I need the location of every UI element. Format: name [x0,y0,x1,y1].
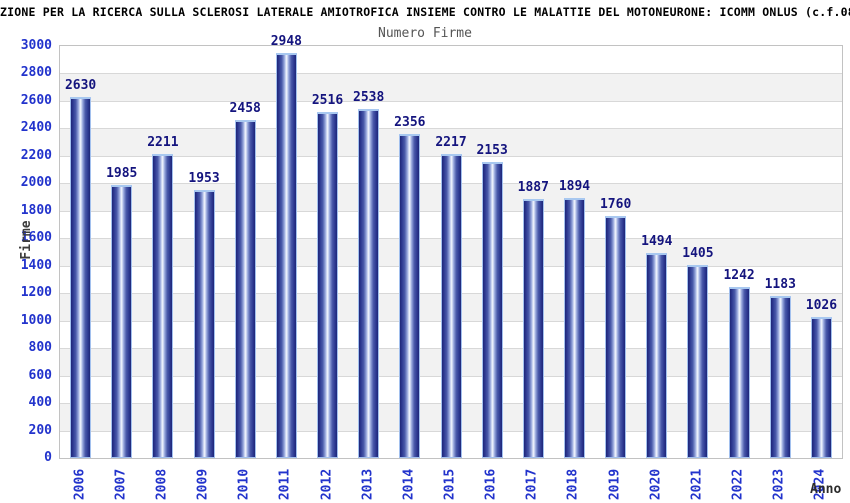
plot-area: 2630 1985 2211 1953 2458 2948 2516 2538 2356 2217… [59,35,843,459]
bar-value-label: 1760 [599,197,632,212]
y-tick-label: 400 [28,395,52,411]
x-tick-label: 2021 [689,468,705,501]
bar-2014 [399,134,421,458]
y-tick-label: 1400 [20,257,52,273]
x-tick-label: 2015 [442,468,458,501]
bar-value-label: 1494 [641,234,673,249]
x-tick-label: 2013 [360,468,376,501]
y-tick-label: 2000 [20,175,52,191]
bar-2009 [193,190,215,458]
bar-2012 [317,112,339,458]
bar-2024 [810,317,832,458]
gridline [60,100,842,102]
y-tick-label: 2600 [20,92,52,108]
x-tick-label: 2009 [195,468,211,501]
bar-value-label: 1953 [188,171,220,186]
chart-title: Numero Firme [378,26,472,41]
y-tick-label: 200 [28,422,52,438]
bar-value-label: 1183 [764,277,796,292]
x-tick-label: 2020 [648,468,664,501]
bar-2015 [440,154,462,458]
y-tick-label: 1600 [20,230,52,246]
background-band [60,128,842,156]
bar-2010 [234,120,256,458]
x-tick-label: 2007 [113,468,129,501]
bar-value-label: 2211 [147,135,179,150]
y-tick-label: 1800 [20,202,52,218]
bar-2022 [728,287,750,458]
y-tick-label: 3000 [20,38,52,53]
bar-2023 [769,296,791,458]
bar-2019 [605,216,627,458]
bar-2017 [522,199,544,458]
gridline [60,73,842,75]
bar-value-label: 2458 [229,101,261,116]
bar-2007 [111,185,133,458]
x-tick-label: 2006 [72,468,88,501]
bar-value-label: 2538 [353,90,385,105]
y-tick-label: 2400 [20,120,52,136]
background-band [60,100,842,129]
y-axis-title: Firme [19,220,34,260]
bar-value-label: 1894 [558,179,591,194]
bar-2020 [646,253,668,458]
background-band [60,73,842,101]
background-band [60,46,842,74]
bar-2011 [275,53,297,458]
x-tick-label: 2016 [483,468,499,501]
y-tick-label: 2200 [20,147,52,163]
page-title: ZIONE PER LA RICERCA SULLA SCLEROSI LATE… [0,5,850,19]
bar-2016 [481,162,503,458]
bar-2006 [70,97,92,458]
bar-2021 [687,265,709,458]
x-axis-title: Anno [810,482,842,497]
bar-value-label: 1242 [723,268,755,283]
bar-value-label: 2948 [270,34,303,49]
bar-2008 [152,154,174,458]
x-tick-label: 2023 [771,468,787,501]
bar-value-label: 2217 [435,135,467,150]
y-tick-label: 800 [28,340,52,356]
x-tick-label: 2019 [607,468,623,501]
x-tick-label: 2014 [401,468,417,501]
bar-value-label: 1887 [517,180,549,195]
y-tick-label: 600 [28,367,52,383]
y-tick-label: 2800 [20,65,52,81]
x-tick-label: 2010 [236,468,252,501]
x-tick-label: 2022 [730,468,746,501]
bar-value-label: 2630 [64,78,97,93]
bar-value-label: 2153 [476,143,508,158]
y-tick-label: 1000 [20,312,52,328]
x-tick-label: 2018 [565,468,581,501]
x-tick-label: 2008 [154,468,170,501]
gridline [60,128,842,130]
bar-2018 [563,198,585,458]
bar-value-label: 2516 [311,93,344,108]
bar-value-label: 2356 [394,115,426,130]
bar-2013 [358,109,380,458]
x-tick-label: 2017 [524,468,540,501]
x-tick-label: 2012 [319,468,335,501]
x-tick-label: 2011 [277,468,293,501]
bar-value-label: 1405 [682,246,714,261]
bar-value-label: 1026 [805,298,838,313]
y-tick-label: 1200 [20,285,52,301]
bar-value-label: 1985 [106,166,138,181]
y-tick-label: 0 [44,450,52,465]
